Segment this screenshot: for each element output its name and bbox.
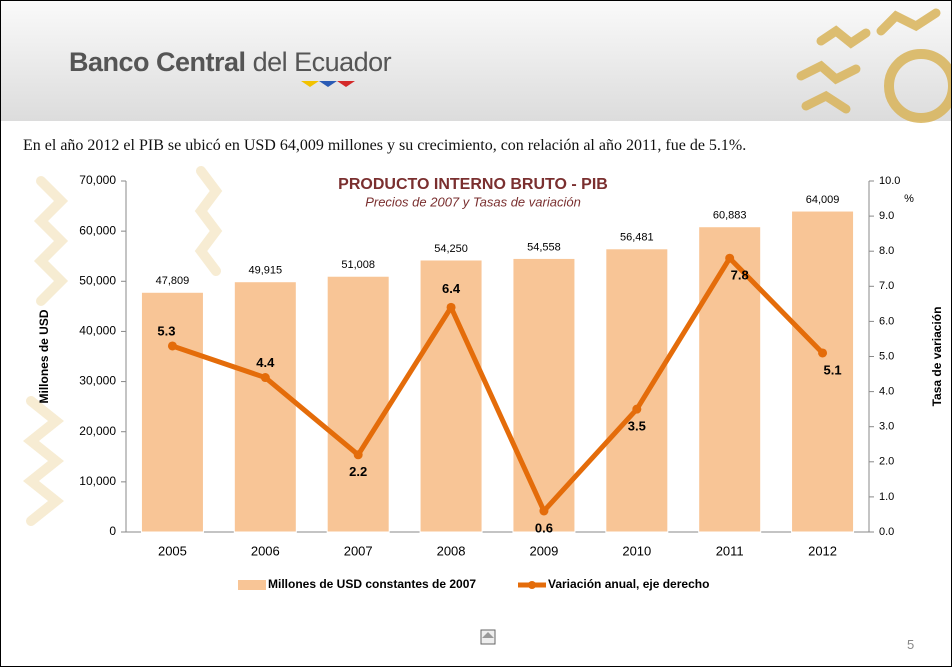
- bar: [513, 258, 575, 532]
- line-value-label: 2.2: [349, 464, 367, 479]
- y2-tick-label: 4.0: [879, 386, 894, 398]
- logo-decoration: [801, 13, 951, 118]
- y-tick-label: 20,000: [79, 424, 116, 438]
- x-tick-label: 2011: [716, 543, 744, 558]
- y-tick-label: 0: [109, 524, 116, 538]
- y2-tick-label: 10.0: [879, 175, 900, 187]
- bar: [327, 276, 389, 532]
- line-point: [168, 341, 177, 350]
- bar-value-label: 60,883: [713, 210, 747, 222]
- x-tick-label: 2006: [251, 543, 280, 558]
- y2-axis-label: Tasa de variación: [930, 307, 944, 407]
- legend-swatch-point: [528, 581, 536, 589]
- y-tick-label: 50,000: [79, 273, 116, 287]
- line-value-label: 0.6: [535, 520, 553, 535]
- y2-tick-label: 1.0: [879, 491, 894, 503]
- y2-tick-label: 8.0: [879, 245, 894, 257]
- flag-mark: [301, 81, 355, 87]
- legend-label: Millones de USD constantes de 2007: [268, 577, 476, 591]
- y2-tick-label: 7.0: [879, 280, 894, 292]
- line-point: [447, 303, 456, 312]
- bar-value-label: 49,915: [248, 265, 282, 277]
- y2-tick-label: 0.0: [879, 526, 894, 538]
- y2-tick-label: 9.0: [879, 210, 894, 222]
- slide: Banco Central del Ecuador En el año 2012…: [0, 0, 952, 667]
- bar-value-label: 51,008: [341, 259, 375, 271]
- x-tick-label: 2007: [344, 543, 373, 558]
- chart-title: PRODUCTO INTERNO BRUTO - PIB: [338, 176, 608, 193]
- line-point: [539, 506, 548, 515]
- x-tick-label: 2012: [808, 543, 837, 558]
- line-value-label: 4.4: [256, 355, 275, 370]
- y-tick-label: 30,000: [79, 374, 116, 388]
- line-point: [261, 373, 270, 382]
- y-axis-label: Millones de USD: [37, 309, 51, 403]
- line-value-label: 7.8: [731, 268, 749, 283]
- y2-tick-label: 3.0: [879, 421, 894, 433]
- bar-value-label: 54,558: [527, 241, 561, 253]
- legend-label: Variación anual, eje derecho: [548, 577, 709, 591]
- line-point: [818, 348, 827, 357]
- bar-value-label: 64,009: [806, 194, 840, 206]
- y2-tick-label: 5.0: [879, 350, 894, 362]
- line-value-label: 3.5: [628, 419, 646, 434]
- bar-value-label: 54,250: [434, 243, 468, 255]
- x-tick-label: 2008: [437, 543, 466, 558]
- legend-swatch: [238, 580, 266, 590]
- bar: [420, 260, 482, 532]
- line-value-label: 6.4: [442, 281, 461, 296]
- line-value-label: 5.3: [157, 323, 175, 338]
- y2-unit: %: [904, 193, 914, 205]
- line-value-label: 5.1: [824, 362, 842, 377]
- y-tick-label: 70,000: [79, 173, 116, 187]
- x-tick-label: 2005: [158, 543, 187, 558]
- bar-value-label: 56,481: [620, 232, 654, 244]
- chart-subtitle: Precios de 2007 y Tasas de variación: [365, 194, 581, 209]
- x-tick-label: 2010: [622, 543, 651, 558]
- y-tick-label: 40,000: [79, 324, 116, 338]
- x-tick-label: 2009: [529, 543, 558, 558]
- y-tick-label: 10,000: [79, 474, 116, 488]
- chart: PRODUCTO INTERNO BRUTO - PIBPrecios de 2…: [1, 1, 951, 666]
- bar: [606, 249, 668, 532]
- line-point: [354, 450, 363, 459]
- line-point: [632, 405, 641, 414]
- bar: [234, 282, 296, 532]
- y2-tick-label: 2.0: [879, 456, 894, 468]
- y2-tick-label: 6.0: [879, 315, 894, 327]
- bar-value-label: 47,809: [156, 275, 190, 287]
- line-point: [725, 254, 734, 263]
- y-tick-label: 60,000: [79, 223, 116, 237]
